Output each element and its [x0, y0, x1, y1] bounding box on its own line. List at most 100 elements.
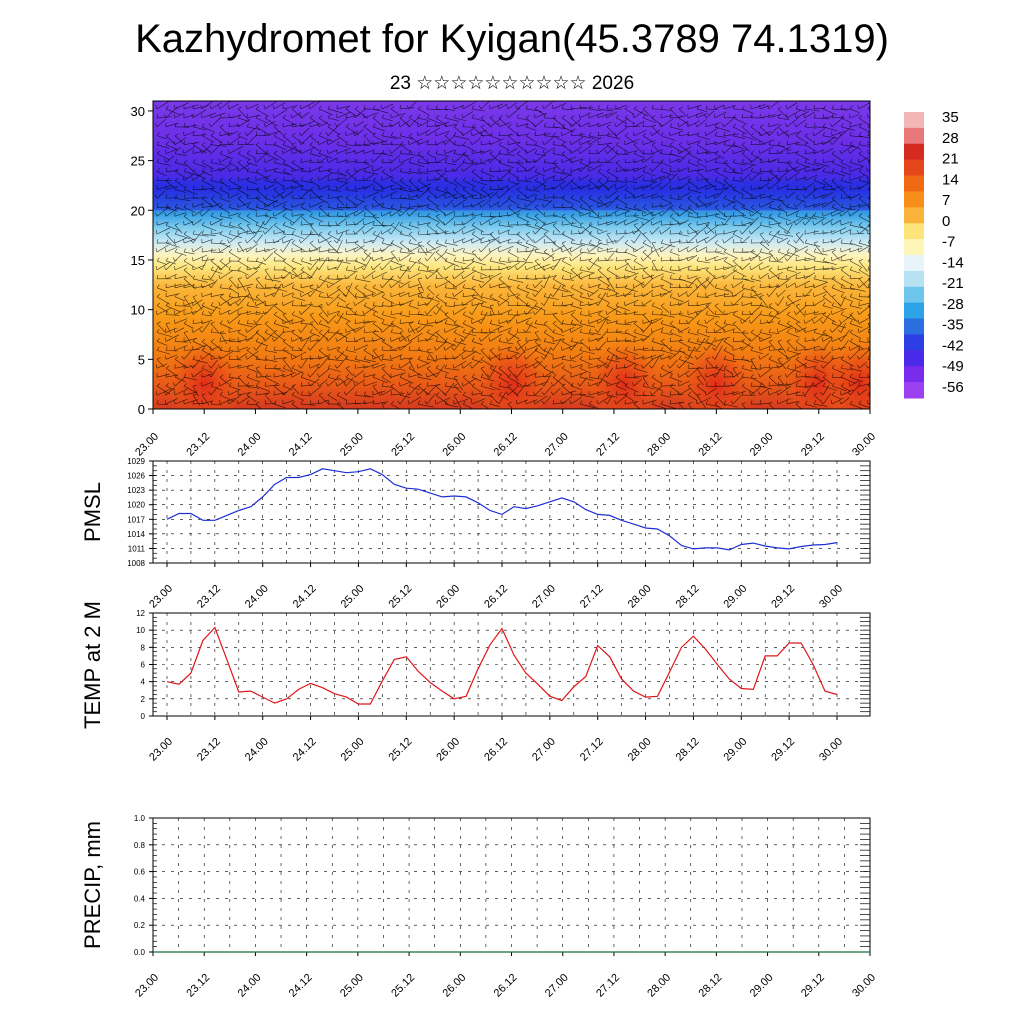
wind-barb — [813, 180, 827, 186]
wind-barb-feather — [660, 149, 663, 154]
wind-barb-feather — [327, 167, 331, 172]
wind-barb — [840, 259, 852, 262]
wind-barb — [723, 229, 738, 235]
wind-barb-feather — [614, 265, 617, 270]
wind-barb — [282, 224, 297, 230]
wind-barb-feather — [318, 392, 323, 396]
wind-barb-feather — [640, 284, 644, 288]
wind-barb — [687, 215, 701, 219]
wind-barb-feather — [669, 391, 672, 396]
wind-barb — [606, 350, 620, 359]
wind-barb — [795, 375, 811, 378]
wind-barb-feather — [588, 239, 592, 244]
wind-barb-feather — [541, 391, 545, 396]
wind-barb-feather — [201, 393, 206, 396]
wind-barb-feather — [497, 203, 500, 208]
wind-barb — [777, 289, 786, 297]
wind-barb — [696, 385, 707, 393]
wind-barb — [498, 245, 514, 253]
wind-barb — [669, 351, 680, 360]
wind-barb-feather — [561, 374, 566, 378]
wind-barb-feather — [372, 284, 376, 288]
wind-barb — [417, 376, 432, 381]
wind-barb — [858, 383, 870, 387]
wind-barb — [534, 280, 543, 288]
wind-barb — [471, 162, 487, 165]
wind-barb-feather — [453, 301, 455, 306]
wind-barb — [192, 231, 202, 244]
wind-barb — [435, 153, 449, 157]
wind-barb — [246, 234, 257, 244]
wind-barb-feather — [426, 266, 429, 271]
wind-barb-feather — [372, 230, 376, 235]
wind-barb — [858, 135, 870, 139]
wind-barb-feather — [291, 346, 294, 351]
wind-barb — [246, 225, 255, 235]
wind-barb — [642, 277, 654, 289]
wind-barb-feather — [696, 132, 700, 136]
wind-barb — [453, 153, 470, 157]
wind-barb — [273, 251, 286, 261]
wind-barb-feather — [813, 392, 818, 396]
wind-barb-feather — [695, 283, 698, 288]
wind-barb — [678, 350, 693, 359]
wind-barb — [435, 358, 449, 360]
wind-barb-feather — [408, 133, 413, 137]
wind-barb-feather — [426, 366, 431, 369]
wind-barb — [201, 373, 213, 378]
wind-barb — [777, 358, 791, 369]
wind-barb-feather — [444, 186, 449, 190]
wind-barb — [669, 172, 678, 181]
wind-barb — [399, 180, 409, 188]
wind-barb-feather — [335, 185, 338, 190]
wind-barb — [210, 367, 218, 378]
wind-barb — [237, 391, 252, 396]
wind-barb-feather — [723, 319, 727, 324]
wind-barb-feather — [165, 221, 169, 226]
wind-barb — [633, 174, 645, 181]
wind-barb-feather — [426, 293, 430, 297]
wind-barb — [624, 135, 636, 144]
wind-barb-feather — [552, 230, 555, 235]
wind-barb — [219, 215, 233, 219]
wind-barb-feather — [820, 391, 824, 396]
wind-barb — [309, 144, 320, 152]
wind-barb — [174, 365, 187, 369]
wind-barb-feather — [201, 364, 205, 369]
wind-barb-feather — [721, 150, 725, 154]
wind-barb — [624, 196, 636, 199]
wind-barb — [372, 401, 389, 405]
wind-barb-feather — [316, 266, 320, 271]
wind-barb — [309, 340, 319, 351]
wind-barb — [201, 256, 209, 271]
wind-barb — [831, 134, 843, 145]
wind-barb-feather — [767, 176, 770, 181]
wind-barb — [408, 284, 420, 289]
wind-barb-feather — [776, 391, 779, 396]
wind-barb-feather — [173, 328, 176, 333]
wind-barb-feather — [777, 339, 782, 342]
wind-barb-feather — [219, 194, 223, 199]
wind-barb — [651, 403, 666, 409]
wind-barb — [624, 207, 640, 212]
wind-barb — [471, 137, 482, 145]
wind-barb — [354, 366, 369, 369]
wind-barb — [615, 275, 630, 280]
wind-barb — [174, 180, 186, 188]
wind-barb-feather — [201, 142, 206, 145]
wind-barb — [201, 305, 215, 312]
wind-barb — [228, 136, 241, 145]
wind-barb — [651, 305, 663, 311]
wind-barb-feather — [829, 141, 833, 145]
wind-barb — [804, 215, 818, 220]
wind-barb-feather — [651, 328, 653, 333]
wind-barb — [372, 202, 385, 208]
wind-barb — [750, 332, 763, 340]
wind-barb-feather — [740, 167, 743, 172]
wind-barb-feather — [362, 185, 365, 190]
wind-barb-feather — [435, 168, 440, 172]
wind-barb-feather — [651, 248, 653, 253]
wind-barb-feather — [696, 329, 700, 333]
wind-barb-feather — [424, 400, 428, 405]
wind-barb — [408, 260, 421, 264]
